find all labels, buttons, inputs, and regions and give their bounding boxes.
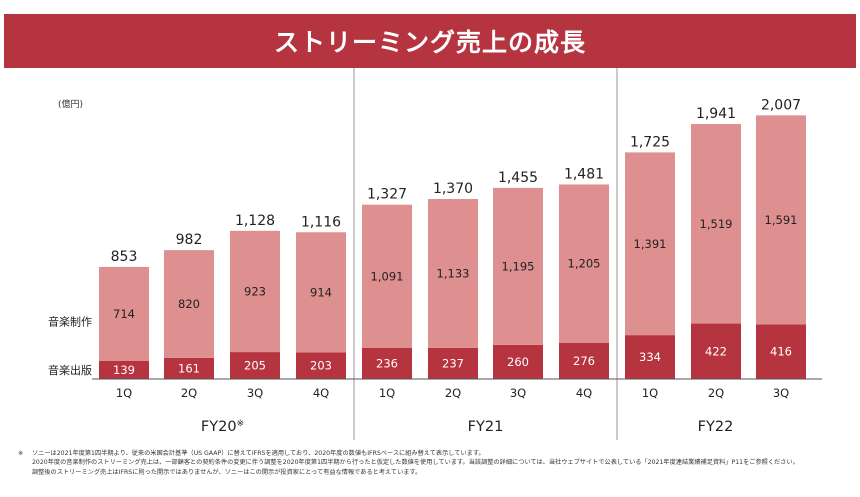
bar-production: [691, 124, 741, 324]
group-label: FY22: [698, 419, 734, 435]
data-label-production: 923: [244, 284, 266, 298]
data-label-publishing: 161: [178, 361, 200, 375]
data-label-production: 1,091: [371, 269, 404, 283]
x-tick-label: 4Q: [313, 386, 329, 400]
total-label: 853: [111, 249, 138, 265]
bar-production: [428, 199, 478, 348]
bar-production: [99, 266, 149, 361]
bar-publishing: [230, 352, 280, 379]
bar-publishing: [99, 360, 149, 379]
bar-publishing: [493, 344, 543, 379]
total-label: 1,481: [564, 166, 604, 182]
bar-production: [362, 204, 412, 348]
total-label: 2,007: [761, 97, 801, 113]
footnote-line: ソニーは2021年度第1四半期より、従来の米国会計基準（US GAAP）に替えて…: [32, 450, 485, 457]
total-label: 1,327: [367, 187, 407, 203]
data-label-publishing: 139: [113, 363, 135, 377]
footnote-line: 2020年度の音楽制作のストリーミング売上は、一部顧客との契約条件の変更に伴う調…: [32, 459, 799, 467]
page-title: ストリーミング売上の成長: [4, 14, 856, 68]
group-label: FY21: [468, 419, 504, 435]
bar-publishing: [428, 347, 478, 379]
data-label-production: 1,591: [765, 213, 798, 227]
data-label-production: 1,519: [700, 217, 733, 231]
bar-production: [164, 250, 214, 358]
bar-production: [625, 152, 675, 336]
x-tick-label: 4Q: [576, 386, 592, 400]
data-label-production: 714: [113, 307, 135, 321]
data-label-production: 1,133: [437, 266, 470, 280]
data-label-production: 914: [310, 285, 332, 299]
x-tick-label: 3Q: [247, 386, 263, 400]
data-label-publishing: 334: [639, 350, 661, 364]
total-label: 1,116: [301, 214, 341, 230]
footnote-line: 調整後のストリーミング売上はIFRSに則った開示ではありませんが、ソニーはこの開…: [32, 468, 422, 476]
bar-publishing: [164, 357, 214, 379]
x-tick-label: 3Q: [773, 386, 789, 400]
bar-publishing: [559, 342, 609, 379]
x-tick-label: 2Q: [181, 386, 197, 400]
bar-publishing: [691, 323, 741, 379]
group-label: FY20※: [201, 419, 244, 435]
data-label-production: 1,205: [568, 257, 601, 271]
data-label-production: 1,391: [634, 237, 667, 251]
footnote-mark: ※: [18, 450, 24, 457]
bar-publishing: [296, 352, 346, 379]
series-label-production: 音楽制作: [48, 314, 92, 328]
data-label-publishing: 416: [770, 345, 792, 359]
x-tick-label: 1Q: [379, 386, 395, 400]
bar-publishing: [625, 335, 675, 379]
group-label-mark: ※: [237, 419, 245, 429]
x-tick-label: 3Q: [510, 386, 526, 400]
bar-production: [559, 184, 609, 343]
data-label-publishing: 205: [244, 359, 266, 373]
total-label: 1,941: [696, 106, 736, 122]
series-label-publishing: 音楽出版: [48, 363, 92, 377]
total-label: 982: [176, 232, 203, 248]
unit-label: (億円): [58, 98, 83, 110]
bar-production: [493, 187, 543, 345]
bar-production: [230, 230, 280, 353]
data-label-publishing: 236: [376, 356, 398, 370]
x-tick-label: 2Q: [445, 386, 461, 400]
bar-publishing: [362, 347, 412, 379]
x-tick-label: 2Q: [708, 386, 724, 400]
x-tick-label: 1Q: [116, 386, 132, 400]
data-label-production: 1,195: [502, 259, 535, 273]
data-label-publishing: 203: [310, 359, 332, 373]
data-label-publishing: 276: [573, 354, 595, 368]
data-label-publishing: 422: [705, 344, 727, 358]
data-label-publishing: 260: [507, 355, 529, 369]
x-tick-label: 1Q: [642, 386, 658, 400]
bar-publishing: [756, 324, 806, 379]
bar-production: [756, 115, 806, 325]
footnotes: ※ ソニーは2021年度第1四半期より、従来の米国会計基準（US GAAP）に替…: [18, 449, 852, 477]
total-label: 1,455: [498, 170, 538, 186]
total-label: 1,725: [630, 134, 670, 150]
data-label-production: 820: [178, 297, 200, 311]
total-label: 1,128: [235, 213, 275, 229]
total-label: 1,370: [433, 181, 473, 197]
bar-production: [296, 232, 346, 353]
data-label-publishing: 237: [442, 356, 464, 370]
